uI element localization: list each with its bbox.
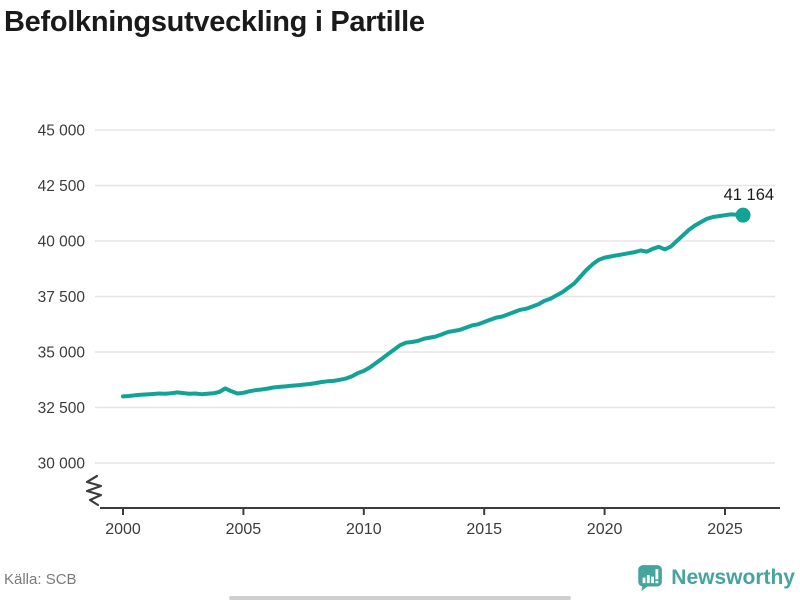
newsworthy-logo: Newsworthy [636,564,795,591]
y-axis-tick-label: 37 500 [38,289,86,306]
endpoint-value-label: 41 164 [724,186,774,204]
exclamation-dot [655,580,659,584]
bar-3 [651,576,655,584]
x-axis-tick-label: 2000 [105,521,141,538]
x-axis-tick-label: 2015 [466,521,502,538]
endpoint-dot [735,207,751,223]
population-line-chart: 45 000 42 500 40 000 37 500 35 000 32 500 30 0… [38,123,780,538]
bar-2 [647,575,651,584]
y-axis-tick-label: 40 000 [38,234,86,251]
newsworthy-wordmark: Newsworthy [671,565,795,589]
newsworthy-icon [638,565,663,591]
y-axis-tick-label: 45 000 [38,123,86,140]
source-note: Källa: SCB [4,571,77,588]
y-axis-tick-label: 32 500 [38,400,86,417]
x-axis-tick-label: 2020 [587,521,623,538]
y-axis-tick-label: 42 500 [38,178,86,195]
bottom-handle-bar [229,596,571,600]
chart-title: Befolkningsutveckling i Partille [4,6,425,38]
x-axis-tick-label: 2005 [226,521,262,538]
x-axis-tick-label: 2025 [707,521,743,538]
exclamation-bar [655,569,659,580]
x-axis-tick-label: 2010 [346,521,382,538]
y-axis-tick-label: 30 000 [38,456,86,473]
population-line [121,212,746,399]
axis-break-icon [85,474,103,507]
speech-bubble-shape [638,565,663,591]
y-axis-tick-label: 35 000 [38,345,86,362]
bar-1 [642,577,646,584]
